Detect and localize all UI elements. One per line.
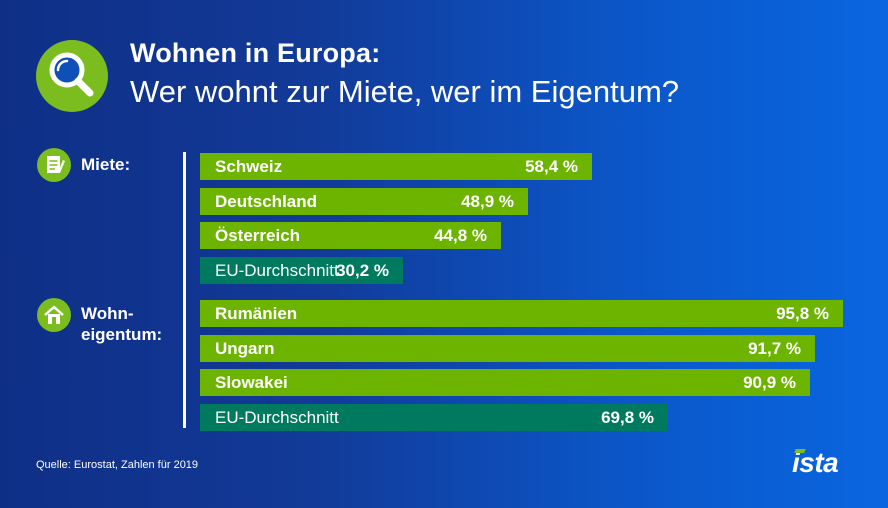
axis-divider <box>183 152 186 428</box>
bar-value: 58,4 % <box>525 157 578 176</box>
bar-eu-average: EU-Durchschnitt 30,2 % <box>200 257 403 284</box>
bar-value: 44,8 % <box>434 226 487 245</box>
bar-label: Schweiz <box>215 157 283 176</box>
bar-country: Österreich 44,8 % <box>200 222 501 249</box>
bar-value: 69,8 % <box>601 408 654 427</box>
section-label-own-line2: eigentum: <box>81 325 163 344</box>
bar-country: Schweiz 58,4 % <box>200 153 592 180</box>
bar-label: EU-Durchschnitt <box>215 261 339 280</box>
bar-value: 30,2 % <box>336 261 389 280</box>
source-note: Quelle: Eurostat, Zahlen für 2019 <box>36 459 199 471</box>
section-label-rent: Miete: <box>81 155 131 174</box>
section-label-own-line1: Wohn- <box>81 304 134 323</box>
house-icon <box>37 298 71 332</box>
bar-eu-average: EU-Durchschnitt 69,8 % <box>200 404 668 431</box>
page-subtitle: Wer wohnt zur Miete, wer im Eigentum? <box>130 74 680 109</box>
bar-value: 90,9 % <box>743 373 796 392</box>
ista-logo: ista <box>792 447 839 478</box>
page-title: Wohnen in Europa: <box>130 38 381 68</box>
bar-label: Slowakei <box>215 373 288 392</box>
document-icon <box>37 148 71 182</box>
bar-label: EU-Durchschnitt <box>215 408 339 427</box>
bar-country: Deutschland 48,9 % <box>200 188 528 215</box>
bar-value: 91,7 % <box>748 339 801 358</box>
bar-label: Rumänien <box>215 304 298 323</box>
bar-value: 48,9 % <box>461 192 514 211</box>
bar-country: Slowakei 90,9 % <box>200 369 810 396</box>
bar-value: 95,8 % <box>776 304 829 323</box>
bar-label: Deutschland <box>215 192 318 211</box>
magnifier-icon <box>36 40 108 112</box>
bar-country: Rumänien 95,8 % <box>200 300 843 327</box>
bar-country: Ungarn 91,7 % <box>200 335 815 362</box>
bar-label: Österreich <box>215 226 301 245</box>
bar-label: Ungarn <box>215 339 275 358</box>
